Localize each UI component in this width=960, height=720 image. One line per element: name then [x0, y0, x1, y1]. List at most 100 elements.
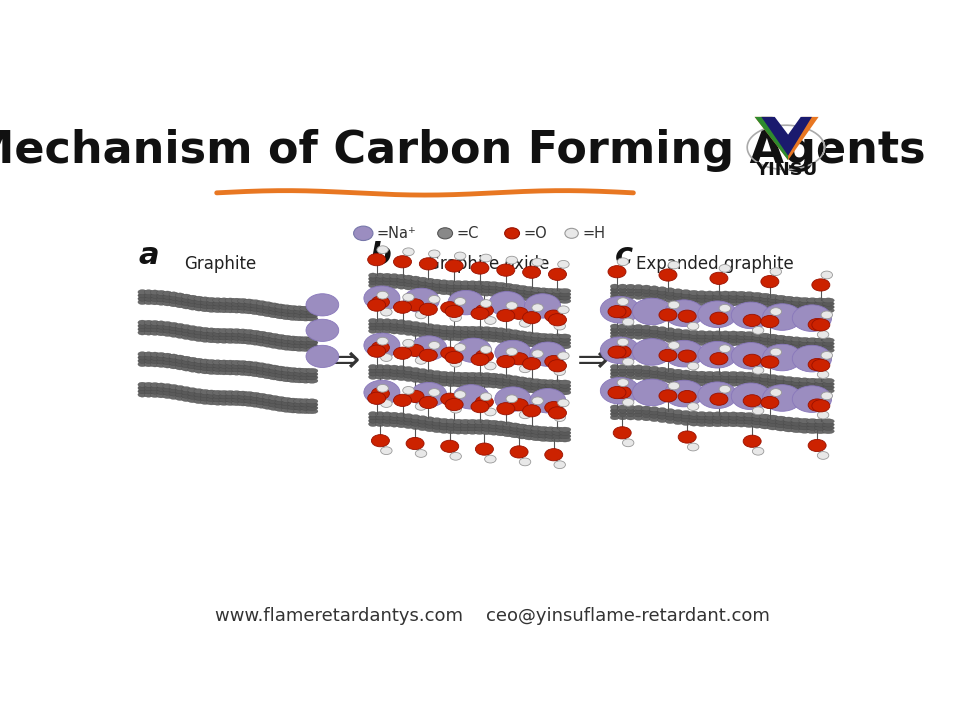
- Ellipse shape: [181, 390, 191, 395]
- Polygon shape: [761, 117, 812, 156]
- Ellipse shape: [634, 334, 643, 339]
- Ellipse shape: [439, 422, 449, 427]
- Ellipse shape: [814, 344, 827, 349]
- Ellipse shape: [212, 338, 223, 343]
- Ellipse shape: [728, 297, 738, 302]
- Ellipse shape: [244, 330, 254, 334]
- Ellipse shape: [219, 298, 229, 303]
- Ellipse shape: [446, 284, 456, 289]
- Ellipse shape: [767, 384, 779, 390]
- Ellipse shape: [481, 327, 492, 332]
- Ellipse shape: [626, 374, 636, 379]
- Ellipse shape: [510, 379, 520, 384]
- Ellipse shape: [256, 341, 267, 346]
- Ellipse shape: [538, 333, 549, 338]
- Ellipse shape: [502, 329, 514, 334]
- Ellipse shape: [406, 390, 424, 402]
- Ellipse shape: [799, 381, 810, 386]
- Ellipse shape: [665, 409, 675, 413]
- Ellipse shape: [206, 369, 217, 374]
- Ellipse shape: [394, 347, 412, 359]
- Ellipse shape: [306, 306, 318, 311]
- Ellipse shape: [732, 302, 771, 328]
- Ellipse shape: [681, 340, 691, 344]
- Ellipse shape: [446, 290, 456, 295]
- Ellipse shape: [468, 419, 478, 424]
- Ellipse shape: [658, 411, 667, 416]
- Ellipse shape: [432, 325, 442, 330]
- Ellipse shape: [156, 393, 166, 398]
- Ellipse shape: [390, 280, 399, 285]
- Ellipse shape: [475, 396, 493, 408]
- Ellipse shape: [762, 344, 802, 371]
- Ellipse shape: [353, 226, 372, 240]
- Ellipse shape: [287, 336, 299, 341]
- Ellipse shape: [163, 360, 172, 365]
- Ellipse shape: [799, 301, 810, 306]
- Ellipse shape: [237, 336, 249, 341]
- Ellipse shape: [611, 287, 619, 292]
- Ellipse shape: [256, 331, 267, 336]
- Ellipse shape: [697, 378, 707, 383]
- Ellipse shape: [806, 301, 818, 306]
- Ellipse shape: [697, 330, 707, 336]
- Ellipse shape: [736, 372, 747, 377]
- Ellipse shape: [428, 389, 440, 396]
- Ellipse shape: [269, 306, 280, 311]
- Ellipse shape: [181, 393, 191, 398]
- Ellipse shape: [188, 395, 198, 400]
- Ellipse shape: [545, 337, 557, 342]
- Ellipse shape: [369, 279, 377, 284]
- Ellipse shape: [783, 377, 795, 382]
- Ellipse shape: [709, 353, 728, 365]
- Ellipse shape: [156, 362, 166, 367]
- Ellipse shape: [237, 367, 249, 372]
- Ellipse shape: [375, 318, 385, 323]
- Ellipse shape: [489, 282, 499, 287]
- Ellipse shape: [225, 366, 235, 372]
- Ellipse shape: [519, 365, 531, 373]
- Ellipse shape: [151, 297, 159, 302]
- Ellipse shape: [225, 364, 235, 369]
- Ellipse shape: [806, 384, 818, 390]
- Ellipse shape: [206, 393, 217, 398]
- Ellipse shape: [744, 341, 755, 346]
- Ellipse shape: [169, 329, 179, 334]
- Ellipse shape: [502, 426, 514, 430]
- Ellipse shape: [383, 412, 392, 417]
- Ellipse shape: [502, 332, 514, 337]
- Ellipse shape: [618, 374, 627, 379]
- Ellipse shape: [673, 416, 683, 421]
- Ellipse shape: [468, 379, 478, 384]
- Ellipse shape: [510, 284, 520, 289]
- Ellipse shape: [480, 300, 492, 307]
- Ellipse shape: [806, 348, 818, 353]
- Ellipse shape: [468, 333, 478, 338]
- Ellipse shape: [219, 400, 229, 405]
- Ellipse shape: [390, 372, 399, 377]
- Ellipse shape: [634, 372, 643, 377]
- Ellipse shape: [269, 337, 280, 342]
- Ellipse shape: [237, 308, 249, 313]
- Ellipse shape: [380, 308, 392, 316]
- Ellipse shape: [439, 289, 449, 294]
- Ellipse shape: [468, 336, 478, 341]
- Ellipse shape: [559, 433, 571, 438]
- Ellipse shape: [306, 369, 318, 373]
- Ellipse shape: [432, 418, 442, 423]
- Ellipse shape: [744, 292, 755, 297]
- Ellipse shape: [720, 382, 731, 387]
- Ellipse shape: [425, 379, 435, 384]
- Ellipse shape: [720, 415, 731, 420]
- Ellipse shape: [368, 345, 386, 357]
- Ellipse shape: [237, 332, 249, 337]
- Ellipse shape: [194, 358, 204, 363]
- Ellipse shape: [495, 377, 506, 382]
- Ellipse shape: [194, 399, 204, 404]
- Ellipse shape: [275, 397, 286, 402]
- Ellipse shape: [752, 302, 762, 307]
- Ellipse shape: [814, 419, 827, 424]
- Ellipse shape: [275, 400, 286, 405]
- Ellipse shape: [181, 359, 191, 364]
- Ellipse shape: [369, 374, 377, 379]
